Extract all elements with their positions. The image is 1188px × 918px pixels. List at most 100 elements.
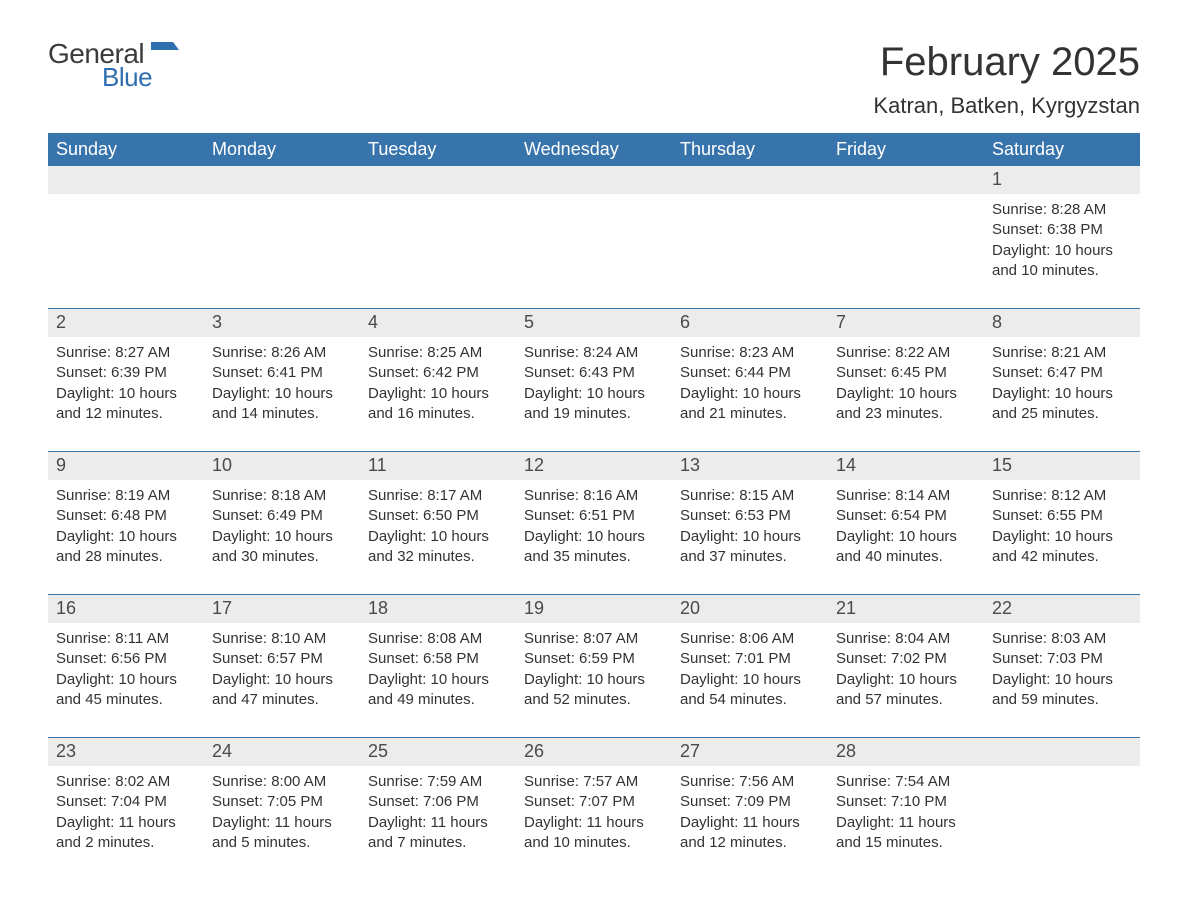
day-number [204, 166, 360, 194]
weekday-header-row: SundayMondayTuesdayWednesdayThursdayFrid… [48, 133, 1140, 166]
day-cell [516, 194, 672, 284]
day-number [48, 166, 204, 194]
daylight-line: Daylight: 11 hours and 12 minutes. [680, 813, 820, 854]
location: Katran, Batken, Kyrgyzstan [873, 93, 1140, 119]
day-cell: Sunrise: 7:54 AMSunset: 7:10 PMDaylight:… [828, 766, 984, 856]
day-cell [984, 766, 1140, 856]
flag-icon [151, 40, 179, 64]
title-block: February 2025 Katran, Batken, Kyrgyzstan [873, 40, 1140, 119]
sunset-line: Sunset: 6:39 PM [56, 363, 196, 383]
sunrise-line: Sunrise: 8:11 AM [56, 629, 196, 649]
day-number: 2 [48, 309, 204, 337]
daylight-line: Daylight: 10 hours and 14 minutes. [212, 384, 352, 425]
day-number [360, 166, 516, 194]
day-number: 4 [360, 309, 516, 337]
calendar-week: 16171819202122Sunrise: 8:11 AMSunset: 6:… [48, 594, 1140, 713]
sunrise-line: Sunrise: 8:19 AM [56, 486, 196, 506]
day-number [828, 166, 984, 194]
day-cell: Sunrise: 8:17 AMSunset: 6:50 PMDaylight:… [360, 480, 516, 570]
daylight-line: Daylight: 10 hours and 23 minutes. [836, 384, 976, 425]
day-cell: Sunrise: 8:10 AMSunset: 6:57 PMDaylight:… [204, 623, 360, 713]
day-cell: Sunrise: 8:08 AMSunset: 6:58 PMDaylight:… [360, 623, 516, 713]
day-cell: Sunrise: 8:02 AMSunset: 7:04 PMDaylight:… [48, 766, 204, 856]
daylight-line: Daylight: 10 hours and 59 minutes. [992, 670, 1132, 711]
day-number: 1 [984, 166, 1140, 194]
day-cell [360, 194, 516, 284]
daynum-row: 232425262728 [48, 738, 1140, 766]
day-cell: Sunrise: 8:04 AMSunset: 7:02 PMDaylight:… [828, 623, 984, 713]
day-number: 15 [984, 452, 1140, 480]
daylight-line: Daylight: 10 hours and 45 minutes. [56, 670, 196, 711]
daylight-line: Daylight: 10 hours and 25 minutes. [992, 384, 1132, 425]
sunrise-line: Sunrise: 7:59 AM [368, 772, 508, 792]
sunrise-line: Sunrise: 8:06 AM [680, 629, 820, 649]
day-number: 7 [828, 309, 984, 337]
daylight-line: Daylight: 10 hours and 16 minutes. [368, 384, 508, 425]
daylight-line: Daylight: 10 hours and 52 minutes. [524, 670, 664, 711]
sunrise-line: Sunrise: 8:12 AM [992, 486, 1132, 506]
daylight-line: Daylight: 10 hours and 30 minutes. [212, 527, 352, 568]
sunrise-line: Sunrise: 8:28 AM [992, 200, 1132, 220]
sunrise-line: Sunrise: 7:57 AM [524, 772, 664, 792]
day-number: 26 [516, 738, 672, 766]
day-number: 13 [672, 452, 828, 480]
sunset-line: Sunset: 7:06 PM [368, 792, 508, 812]
sunrise-line: Sunrise: 8:26 AM [212, 343, 352, 363]
day-cell: Sunrise: 8:24 AMSunset: 6:43 PMDaylight:… [516, 337, 672, 427]
sunset-line: Sunset: 6:57 PM [212, 649, 352, 669]
day-number: 9 [48, 452, 204, 480]
sunset-line: Sunset: 6:44 PM [680, 363, 820, 383]
sunset-line: Sunset: 6:51 PM [524, 506, 664, 526]
sunset-line: Sunset: 7:07 PM [524, 792, 664, 812]
sunset-line: Sunset: 6:49 PM [212, 506, 352, 526]
sunrise-line: Sunrise: 8:03 AM [992, 629, 1132, 649]
day-number: 17 [204, 595, 360, 623]
calendar-week: 232425262728Sunrise: 8:02 AMSunset: 7:04… [48, 737, 1140, 856]
day-number: 12 [516, 452, 672, 480]
calendar-week: 2345678Sunrise: 8:27 AMSunset: 6:39 PMDa… [48, 308, 1140, 427]
sunset-line: Sunset: 7:03 PM [992, 649, 1132, 669]
sunrise-line: Sunrise: 8:15 AM [680, 486, 820, 506]
sunrise-line: Sunrise: 8:08 AM [368, 629, 508, 649]
day-number: 20 [672, 595, 828, 623]
daylight-line: Daylight: 10 hours and 35 minutes. [524, 527, 664, 568]
day-cell: Sunrise: 8:07 AMSunset: 6:59 PMDaylight:… [516, 623, 672, 713]
logo-text: General Blue [48, 40, 179, 90]
sunset-line: Sunset: 6:43 PM [524, 363, 664, 383]
day-cell: Sunrise: 8:12 AMSunset: 6:55 PMDaylight:… [984, 480, 1140, 570]
sunrise-line: Sunrise: 8:23 AM [680, 343, 820, 363]
calendar-week: 9101112131415Sunrise: 8:19 AMSunset: 6:4… [48, 451, 1140, 570]
day-number: 21 [828, 595, 984, 623]
daylight-line: Daylight: 11 hours and 10 minutes. [524, 813, 664, 854]
day-cell: Sunrise: 8:15 AMSunset: 6:53 PMDaylight:… [672, 480, 828, 570]
day-cell: Sunrise: 8:16 AMSunset: 6:51 PMDaylight:… [516, 480, 672, 570]
sunset-line: Sunset: 7:02 PM [836, 649, 976, 669]
daynum-row: 2345678 [48, 309, 1140, 337]
day-cell: Sunrise: 8:22 AMSunset: 6:45 PMDaylight:… [828, 337, 984, 427]
sunrise-line: Sunrise: 8:25 AM [368, 343, 508, 363]
day-number [672, 166, 828, 194]
sunset-line: Sunset: 6:58 PM [368, 649, 508, 669]
sunset-line: Sunset: 6:55 PM [992, 506, 1132, 526]
weekday-header: Friday [828, 133, 984, 166]
sunset-line: Sunset: 6:59 PM [524, 649, 664, 669]
sunset-line: Sunset: 6:41 PM [212, 363, 352, 383]
daylight-line: Daylight: 11 hours and 15 minutes. [836, 813, 976, 854]
day-number: 18 [360, 595, 516, 623]
sunset-line: Sunset: 7:04 PM [56, 792, 196, 812]
day-cell [828, 194, 984, 284]
weekday-header: Monday [204, 133, 360, 166]
day-cell [48, 194, 204, 284]
daylight-line: Daylight: 11 hours and 7 minutes. [368, 813, 508, 854]
daylight-line: Daylight: 10 hours and 21 minutes. [680, 384, 820, 425]
weekday-header: Thursday [672, 133, 828, 166]
sunrise-line: Sunrise: 8:16 AM [524, 486, 664, 506]
sunset-line: Sunset: 6:48 PM [56, 506, 196, 526]
day-number: 11 [360, 452, 516, 480]
sunset-line: Sunset: 6:45 PM [836, 363, 976, 383]
day-number [984, 738, 1140, 766]
day-cell [672, 194, 828, 284]
day-number: 24 [204, 738, 360, 766]
sunrise-line: Sunrise: 8:18 AM [212, 486, 352, 506]
day-cell: Sunrise: 8:06 AMSunset: 7:01 PMDaylight:… [672, 623, 828, 713]
